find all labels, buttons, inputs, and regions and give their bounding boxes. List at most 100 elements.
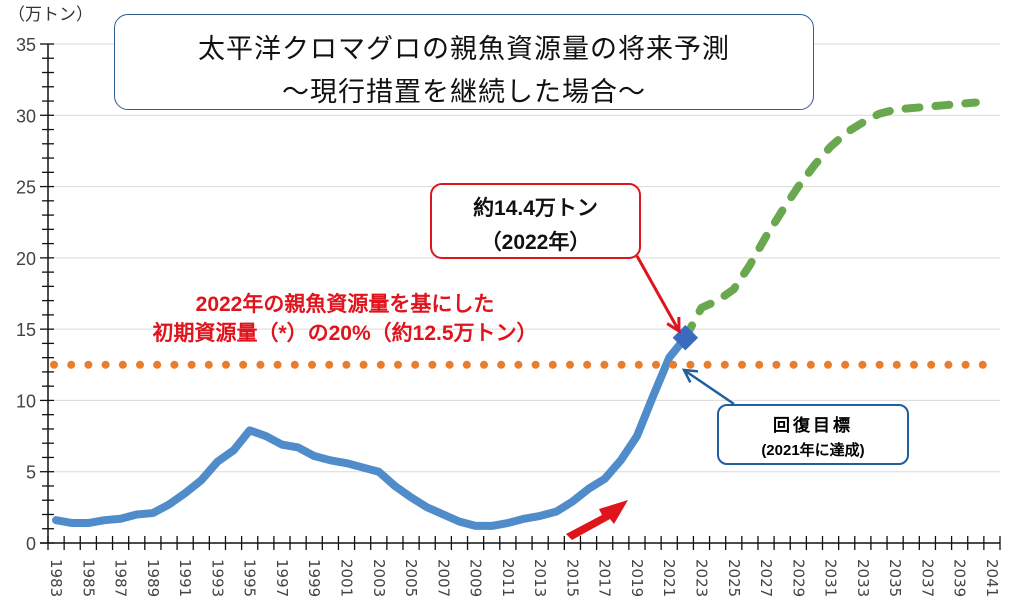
data-point <box>491 525 493 527</box>
x-tick-label: 1999 <box>305 559 323 597</box>
data-point <box>652 395 654 397</box>
x-tick-label: 1993 <box>208 559 226 597</box>
data-point <box>362 466 364 468</box>
chart-subtitle: ～現行措置を継続した場合～ <box>282 77 646 108</box>
data-point <box>571 501 573 503</box>
value-callout-arrow-head <box>666 316 681 334</box>
x-tick-label: 2035 <box>886 559 904 597</box>
x-tick-label: 2001 <box>338 559 356 597</box>
data-point <box>588 488 590 490</box>
x-tick-label: 2005 <box>402 559 420 597</box>
chart-title-box: 太平洋クロマグロの親魚資源量の将来予測 ～現行措置を継続した場合～ <box>114 14 814 110</box>
x-axis: 1983 1985 1987 1989 1991 1993 1995 1997 1999 2001… <box>40 536 1001 597</box>
x-tick-label: 2007 <box>434 559 452 597</box>
x-tick-label: 2037 <box>918 559 936 597</box>
data-point <box>394 485 396 487</box>
x-tick-label: 2019 <box>628 559 646 597</box>
y-tick-label: 5 <box>26 463 36 483</box>
x-tick-label: 2013 <box>531 559 549 597</box>
recovery-goal-box: 回復目標 (2021年に達成) <box>717 404 909 465</box>
recovery-goal-note: (2021年に達成) <box>761 442 865 459</box>
x-tick-label: 2021 <box>660 559 678 597</box>
value-callout-box: 約14.4万トン （2022年） <box>430 183 641 259</box>
data-point <box>168 504 170 506</box>
y-tick-label: 25 <box>16 178 36 198</box>
data-point <box>55 519 57 521</box>
reference-label-line1: 2022年の親魚資源量を基にした <box>195 293 495 316</box>
x-tick-label: 1985 <box>79 559 97 597</box>
data-point <box>539 515 541 517</box>
data-point <box>184 492 186 494</box>
data-point <box>249 429 251 431</box>
chart-title: 太平洋クロマグロの親魚資源量の将来予測 <box>198 34 730 65</box>
y-tick-label: 15 <box>16 320 36 340</box>
x-tick-label: 2041 <box>983 559 1001 597</box>
x-tick-label: 2023 <box>692 559 710 597</box>
reference-label-line2: 初期資源量（*）の20%（約12.5万トン） <box>152 322 538 345</box>
data-point <box>668 357 670 359</box>
x-tick-label: 2015 <box>563 559 581 597</box>
data-point <box>507 522 509 524</box>
x-tick-label: 2025 <box>725 559 743 597</box>
x-tick-label: 2003 <box>370 559 388 597</box>
x-tick-label: 2033 <box>854 559 872 597</box>
value-callout-amount: 約14.4万トン <box>473 197 598 220</box>
data-point <box>233 449 235 451</box>
y-axis-unit-label: （万トン） <box>8 5 93 25</box>
y-tick-label: 10 <box>16 391 36 411</box>
data-point <box>136 513 138 515</box>
series-group <box>50 98 996 530</box>
data-point <box>458 521 460 523</box>
value-callout-arrow <box>635 255 681 332</box>
recovery-goal-arrow <box>683 368 735 406</box>
y-tick-label: 20 <box>16 249 36 269</box>
data-point <box>120 518 122 520</box>
upward-trend-arrow <box>566 500 628 540</box>
series-line <box>52 333 690 530</box>
x-tick-label: 2011 <box>499 559 517 597</box>
data-point <box>297 446 299 448</box>
data-point <box>152 512 154 514</box>
x-tick-label: 1997 <box>273 559 291 597</box>
x-tick-label: 1989 <box>144 559 162 597</box>
data-point <box>426 506 428 508</box>
data-point <box>378 471 380 473</box>
data-point <box>442 513 444 515</box>
data-point <box>636 435 638 437</box>
y-tick-label: 35 <box>16 35 36 55</box>
x-tick-label: 2031 <box>822 559 840 597</box>
data-point <box>604 478 606 480</box>
data-point <box>346 462 348 464</box>
x-tick-label: 1987 <box>112 559 130 597</box>
data-point <box>103 519 105 521</box>
x-tick-label: 2027 <box>757 559 775 597</box>
data-point <box>216 461 218 463</box>
x-tick-label: 1995 <box>241 559 259 597</box>
data-point <box>620 459 622 461</box>
x-tick-label: 1991 <box>176 559 194 597</box>
x-tick-label: 2009 <box>467 559 485 597</box>
data-point <box>555 511 557 513</box>
data-point <box>265 435 267 437</box>
data-point <box>71 522 73 524</box>
y-tick-label: 30 <box>16 106 36 126</box>
data-point <box>313 455 315 457</box>
value-callout-year: （2022年） <box>480 231 591 254</box>
data-point <box>410 496 412 498</box>
y-axis: 0 5 10 15 20 25 30 35 <box>16 35 54 554</box>
x-tick-label: 2039 <box>951 559 969 597</box>
y-tick-label: 0 <box>26 534 36 554</box>
annotation-arrows <box>566 255 735 540</box>
x-tick-label: 2029 <box>789 559 807 597</box>
reference-line-label: 2022年の親魚資源量を基にした 初期資源量（*）の20%（約12.5万トン） <box>110 290 580 348</box>
data-point <box>523 518 525 520</box>
x-tick-label: 2017 <box>596 559 614 597</box>
recovery-goal-title: 回復目標 <box>773 416 853 435</box>
data-point <box>200 479 202 481</box>
recovery-goal-arrow-head <box>681 368 699 384</box>
data-point <box>475 525 477 527</box>
x-tick-label: 1983 <box>47 559 65 597</box>
data-point <box>281 444 283 446</box>
data-point <box>329 459 331 461</box>
